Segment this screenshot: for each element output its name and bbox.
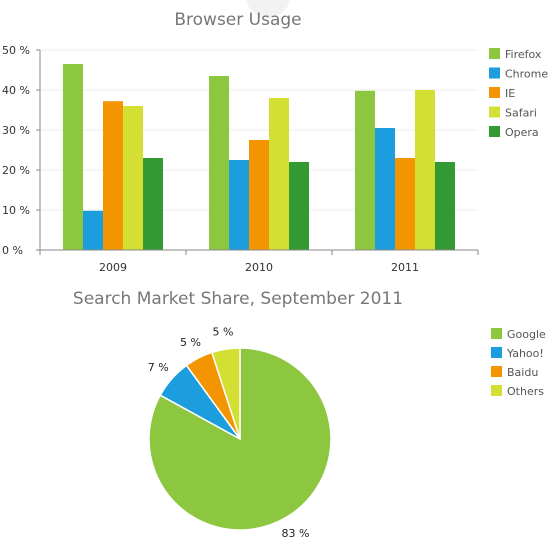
legend-swatch-google[interactable] bbox=[491, 328, 502, 339]
bar-y-tick-label: 50 % bbox=[2, 44, 30, 57]
legend-swatch-chrome[interactable] bbox=[489, 67, 500, 79]
legend-swatch-safari[interactable] bbox=[489, 106, 500, 118]
bar-safari-2010 bbox=[269, 98, 289, 250]
legend-label-firefox[interactable]: Firefox bbox=[505, 48, 542, 61]
legend-label-ie[interactable]: IE bbox=[505, 87, 515, 100]
decorative-circle bbox=[246, 0, 290, 18]
bar-y-tick-label: 30 % bbox=[2, 124, 30, 137]
bar-ie-2009 bbox=[103, 101, 123, 250]
bar-opera-2009 bbox=[143, 158, 163, 250]
legend-swatch-firefox[interactable] bbox=[489, 48, 500, 59]
bar-chart-legend[interactable]: Firefox Chrome IE Safari Opera bbox=[489, 48, 548, 139]
bar-firefox-2009 bbox=[63, 64, 83, 250]
legend-swatch-ie[interactable] bbox=[489, 87, 500, 98]
legend-swatch-baidu[interactable] bbox=[491, 366, 502, 377]
pie-chart-labels: 83 % 7 % 5 % 5 % bbox=[148, 325, 310, 539]
bar-safari-2011 bbox=[415, 90, 435, 250]
legend-label-opera[interactable]: Opera bbox=[505, 126, 539, 139]
bar-firefox-2011 bbox=[355, 90, 375, 250]
bar-opera-2010 bbox=[289, 162, 309, 250]
bar-chart-x-axis: 2009 2010 2011 bbox=[39, 249, 479, 274]
legend-label-others[interactable]: Others bbox=[507, 385, 544, 398]
legend-swatch-others[interactable] bbox=[491, 385, 502, 396]
bar-chart-bars bbox=[63, 64, 455, 250]
pie-slice-others bbox=[210, 347, 241, 440]
bar-ie-2011 bbox=[395, 158, 415, 250]
bar-chrome-2011 bbox=[375, 128, 395, 250]
legend-label-google[interactable]: Google bbox=[507, 328, 546, 341]
bar-chart-title: Browser Usage bbox=[174, 10, 301, 30]
pie-slice-label: 83 % bbox=[282, 527, 310, 540]
bar-chrome-2010 bbox=[229, 160, 249, 250]
pie-slice-label: 5 % bbox=[212, 325, 233, 338]
legend-label-yahoo[interactable]: Yahoo! bbox=[506, 347, 544, 360]
pie-slice-label: 7 % bbox=[148, 361, 169, 374]
legend-swatch-yahoo[interactable] bbox=[491, 347, 502, 358]
legend-label-baidu[interactable]: Baidu bbox=[507, 366, 538, 379]
bar-chrome-2009 bbox=[83, 210, 103, 250]
legend-label-chrome[interactable]: Chrome bbox=[505, 68, 548, 81]
bar-y-tick-label: 40 % bbox=[2, 84, 30, 97]
pie-chart-legend[interactable]: Google Yahoo! Baidu Others bbox=[491, 328, 546, 398]
bar-y-tick-label: 0 % bbox=[2, 244, 23, 257]
bar-x-tick-label: 2011 bbox=[391, 261, 419, 274]
bar-safari-2009 bbox=[123, 106, 143, 250]
bar-y-tick-label: 20 % bbox=[2, 164, 30, 177]
pie-chart-title: Search Market Share, September 2011 bbox=[73, 289, 403, 309]
bar-ie-2010 bbox=[249, 140, 269, 250]
pie-chart-slices bbox=[148, 347, 332, 531]
bar-x-tick-label: 2010 bbox=[245, 261, 273, 274]
bar-x-tick-label: 2009 bbox=[99, 261, 127, 274]
bar-y-tick-label: 10 % bbox=[2, 204, 30, 217]
legend-swatch-opera[interactable] bbox=[489, 126, 500, 137]
bar-chart-y-axis: 0 % 10 % 20 % 30 % 40 % 50 % bbox=[2, 44, 41, 257]
pie-slice-label: 5 % bbox=[180, 336, 201, 349]
bar-firefox-2010 bbox=[209, 76, 229, 250]
legend-label-safari[interactable]: Safari bbox=[505, 107, 537, 120]
bar-opera-2011 bbox=[435, 162, 455, 250]
